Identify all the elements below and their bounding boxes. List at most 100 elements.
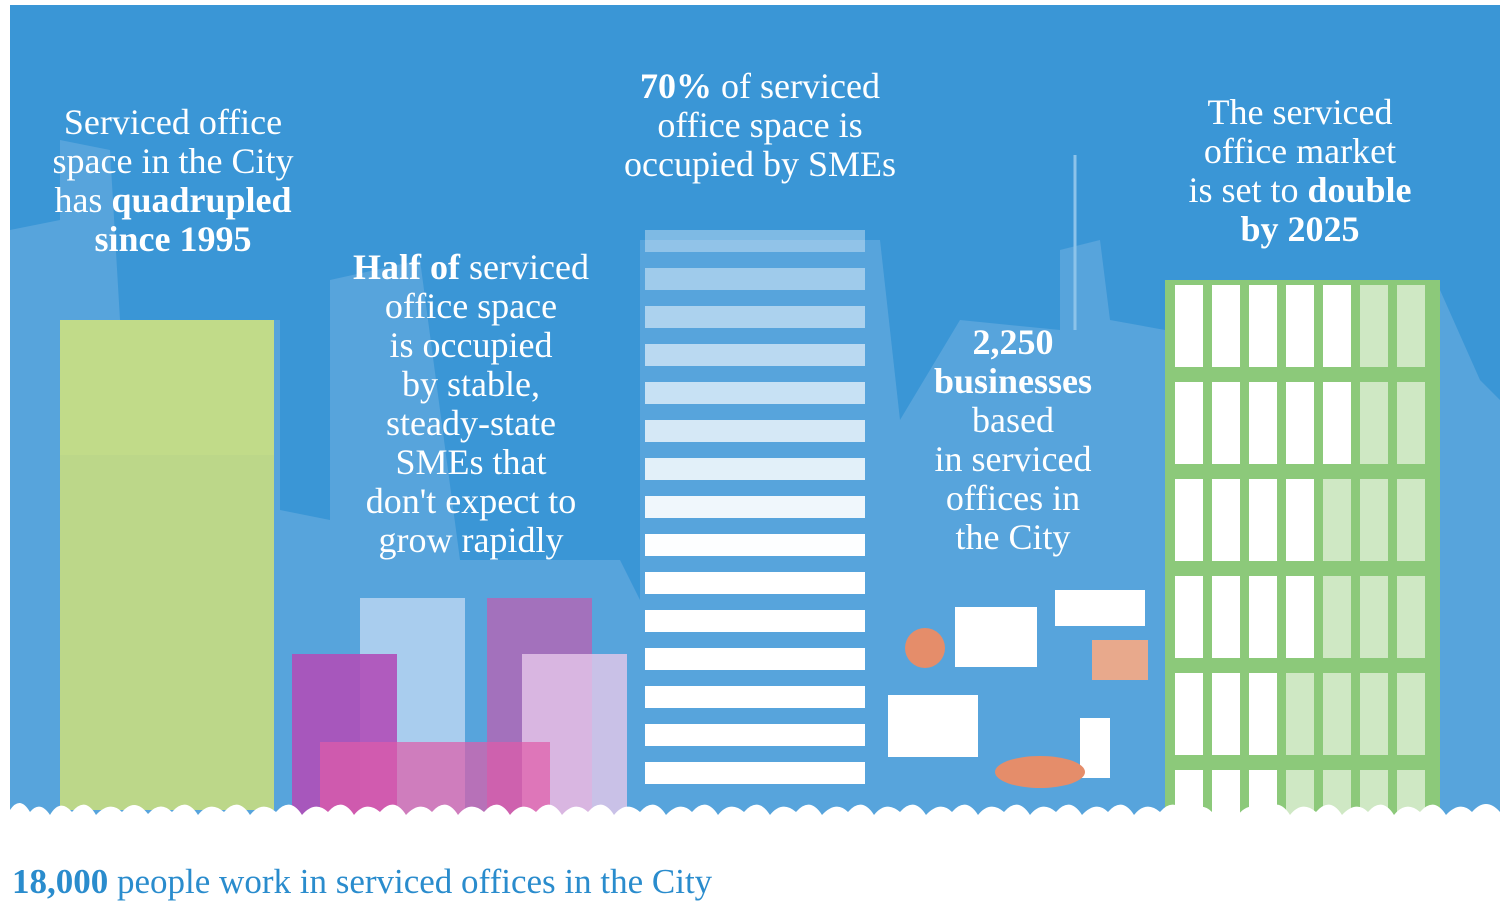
- window: [1397, 285, 1425, 367]
- window: [1212, 576, 1240, 658]
- bold-text: 18,000: [12, 862, 108, 901]
- text-line: is occupied: [353, 326, 589, 365]
- window: [1249, 285, 1277, 367]
- window: [1397, 576, 1425, 658]
- floor: [645, 534, 865, 556]
- text-line: is set to double: [1188, 171, 1411, 210]
- text: offices in: [946, 478, 1080, 518]
- window: [1397, 382, 1425, 464]
- sign: [955, 607, 1037, 667]
- window: [1360, 576, 1388, 658]
- window: [1323, 576, 1351, 658]
- text-line: office market: [1188, 132, 1411, 171]
- text: office market: [1204, 131, 1396, 171]
- window: [1175, 285, 1203, 367]
- building-yellow-shade: [60, 455, 274, 810]
- bold-text: double: [1307, 170, 1411, 210]
- text: occupied by SMEs: [624, 144, 896, 184]
- text-line: steady-state: [353, 404, 589, 443]
- window: [1397, 479, 1425, 561]
- text: of serviced: [712, 66, 880, 106]
- text-line: space in the City: [53, 142, 294, 181]
- window: [1323, 673, 1351, 755]
- floor: [645, 268, 865, 290]
- floor: [645, 382, 865, 404]
- window: [1323, 285, 1351, 367]
- text: grow rapidly: [379, 520, 564, 560]
- text-line: Serviced office: [53, 103, 294, 142]
- window: [1286, 382, 1314, 464]
- window: [1175, 576, 1203, 658]
- text-line: since 1995: [53, 220, 294, 259]
- infographic: 18,000 people work in serviced offices i…: [0, 0, 1500, 902]
- window: [1175, 673, 1203, 755]
- text-line: office space is: [624, 106, 896, 145]
- floor: [645, 420, 865, 442]
- text-line: offices in: [934, 479, 1092, 518]
- text-line: the City: [934, 518, 1092, 557]
- text: SMEs that: [395, 442, 546, 482]
- window: [1249, 576, 1277, 658]
- bold-text: quadrupled: [111, 180, 291, 220]
- floor: [645, 306, 865, 328]
- text: don't expect to: [366, 481, 576, 521]
- window: [1212, 382, 1240, 464]
- text: people work in serviced offices in the C…: [108, 862, 712, 901]
- window: [1175, 479, 1203, 561]
- text: based: [972, 400, 1054, 440]
- window: [1286, 479, 1314, 561]
- window: [1249, 382, 1277, 464]
- text-line: in serviced: [934, 440, 1092, 479]
- building-center: [645, 230, 865, 784]
- text-line: SMEs that: [353, 443, 589, 482]
- floor: [645, 344, 865, 366]
- bold-text: 2,250: [973, 322, 1054, 362]
- text: Serviced office: [64, 102, 282, 142]
- window: [1175, 382, 1203, 464]
- bold-text: since 1995: [94, 219, 251, 259]
- bold-text: by 2025: [1240, 209, 1359, 249]
- text-line: office space: [353, 287, 589, 326]
- text: is set to: [1188, 170, 1307, 210]
- text-line: based: [934, 401, 1092, 440]
- text: steady-state: [386, 403, 556, 443]
- text-line: businesses: [934, 362, 1092, 401]
- floor: [645, 724, 865, 746]
- window: [1286, 285, 1314, 367]
- text-line: occupied by SMEs: [624, 145, 896, 184]
- floor: [645, 610, 865, 632]
- text: space in the City: [53, 141, 294, 181]
- text-line: don't expect to: [353, 482, 589, 521]
- text-line: The serviced: [1188, 93, 1411, 132]
- building-green: [1165, 280, 1440, 860]
- text: serviced: [460, 247, 589, 287]
- floor: [645, 762, 865, 784]
- text: has: [54, 180, 111, 220]
- bold-text: 70%: [640, 66, 712, 106]
- sign-round: [905, 628, 945, 668]
- sign: [1092, 640, 1148, 680]
- window: [1360, 285, 1388, 367]
- floor: [645, 686, 865, 708]
- window: [1249, 673, 1277, 755]
- sign: [1055, 590, 1145, 626]
- floor: [645, 230, 865, 252]
- crowd: [10, 803, 1500, 860]
- text: is occupied: [390, 325, 553, 365]
- window: [1360, 673, 1388, 755]
- text: office space: [385, 286, 557, 326]
- window: [1323, 479, 1351, 561]
- text: office space is: [657, 105, 862, 145]
- window: [1360, 479, 1388, 561]
- text-line: by 2025: [1188, 210, 1411, 249]
- sign: [888, 695, 978, 757]
- text: the City: [956, 517, 1071, 557]
- floor: [645, 458, 865, 480]
- text-line: grow rapidly: [353, 521, 589, 560]
- floor: [645, 496, 865, 518]
- window: [1212, 673, 1240, 755]
- text-line: 18,000 people work in serviced offices i…: [12, 862, 712, 901]
- window: [1212, 479, 1240, 561]
